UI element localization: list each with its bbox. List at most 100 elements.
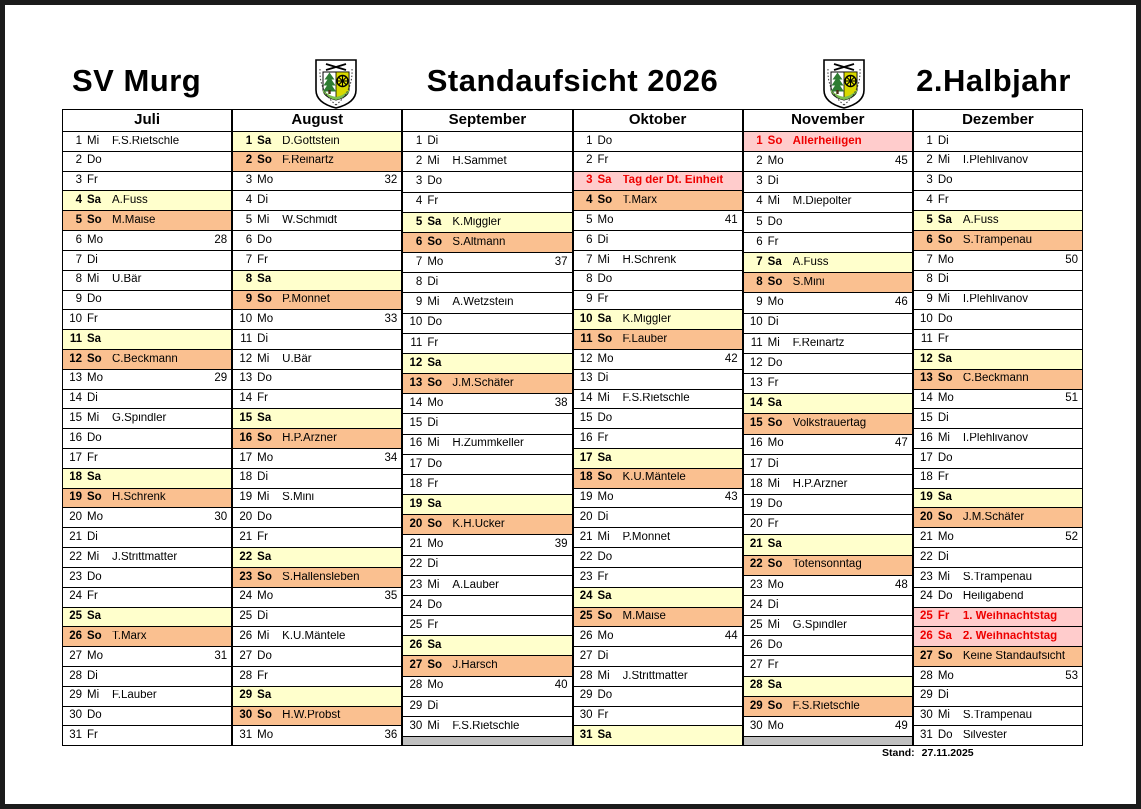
weekday-label: Fr bbox=[87, 174, 98, 187]
week-number: 43 bbox=[724, 491, 738, 504]
day-row: 13 Do bbox=[232, 369, 403, 390]
weekday-label: Mi bbox=[87, 273, 100, 286]
day-row: 16 Do bbox=[62, 429, 233, 449]
month-header: August bbox=[232, 109, 403, 132]
duty-name: Tag der Dt. Einheit bbox=[622, 175, 724, 187]
month-column-august: August 1 Sa D.Gottstein 2 So F.Reinartz 3 Mo 32 4 D… bbox=[232, 109, 403, 747]
day-row: 3 Sa Tag der Dt. Einheit bbox=[572, 171, 743, 192]
day-number: 3 bbox=[926, 174, 933, 187]
day-row: 22 Mi J.Strittmatter bbox=[62, 548, 233, 568]
day-number: 17 bbox=[239, 451, 253, 464]
day-row: 19 Do bbox=[742, 495, 913, 516]
day-number: 4 bbox=[245, 194, 253, 207]
weekday-label: Sa bbox=[597, 729, 612, 742]
duty-name: K.H.Ücker bbox=[452, 519, 505, 531]
weekday-label: Mi bbox=[597, 253, 610, 266]
duty-name: C.Beckmann bbox=[962, 373, 1029, 385]
day-row: 12 Mo 42 bbox=[572, 349, 743, 370]
day-row: 16 Fr bbox=[572, 429, 743, 449]
day-row: 3 Do bbox=[402, 172, 573, 193]
weekday-label: So bbox=[257, 293, 272, 306]
day-number: 28 bbox=[239, 669, 253, 682]
weekday-label: Mo bbox=[257, 729, 274, 742]
weekday-label: Sa bbox=[257, 550, 272, 563]
weekday-label: Sa bbox=[427, 639, 442, 652]
day-number: 27 bbox=[239, 649, 253, 662]
day-row: 28 Di bbox=[62, 666, 233, 687]
day-number: 8 bbox=[75, 273, 82, 286]
weekday-label: Sa bbox=[257, 412, 272, 425]
day-number: 9 bbox=[756, 296, 763, 309]
day-row: 17 Sa bbox=[572, 449, 743, 469]
month-column-juli: Juli 1 Mi F.S.Rietschle 2 Do 3 Fr 4 Sa A.Fuss 5 So M.… bbox=[62, 109, 233, 747]
week-number: 49 bbox=[895, 719, 908, 732]
weekday-label: Mi bbox=[937, 570, 950, 583]
day-number: 29 bbox=[579, 689, 593, 702]
weekday-label: Mo bbox=[427, 679, 444, 692]
day-number: 11 bbox=[410, 336, 423, 349]
day-row: 1 So Allerheiligen bbox=[742, 132, 913, 153]
day-row: 20 Do bbox=[232, 508, 403, 529]
weekday-label: Do bbox=[257, 372, 272, 385]
day-number: 5 bbox=[75, 213, 82, 226]
day-number: 6 bbox=[756, 235, 763, 248]
day-number: 31 bbox=[579, 729, 593, 742]
weekday-label: So bbox=[767, 417, 783, 430]
weekday-label: Fr bbox=[937, 194, 949, 207]
day-number: 4 bbox=[926, 194, 933, 207]
weekday-label: So bbox=[937, 511, 953, 524]
week-number: 46 bbox=[895, 296, 908, 309]
day-number: 24 bbox=[749, 598, 763, 611]
day-row: 11 Sa bbox=[62, 330, 233, 350]
weekday-label: Di bbox=[257, 194, 269, 207]
day-row: 25 Fr bbox=[402, 616, 573, 637]
day-number: 18 bbox=[239, 471, 253, 484]
weekday-label: Mi bbox=[427, 296, 440, 309]
duty-name: Totensonntag bbox=[792, 559, 862, 571]
day-number: 9 bbox=[245, 293, 253, 306]
weekday-label: Fr bbox=[427, 477, 439, 490]
weekday-label: So bbox=[597, 471, 613, 484]
day-number: 20 bbox=[69, 511, 82, 524]
day-row: 21 Mi P.Monnet bbox=[572, 528, 743, 549]
weekday-label: Do bbox=[87, 570, 102, 583]
day-row: 24 Do Heiligabend bbox=[912, 587, 1083, 608]
day-row: 23 Do bbox=[62, 567, 233, 588]
day-row: 9 Do bbox=[62, 290, 233, 311]
week-number: 44 bbox=[724, 629, 738, 642]
duty-name: G.Spindler bbox=[112, 413, 167, 425]
day-number: 22 bbox=[239, 550, 253, 563]
weekday-label: Di bbox=[427, 276, 439, 289]
weekday-label: Mo bbox=[427, 397, 444, 410]
day-number: 26 bbox=[749, 639, 763, 652]
day-number: 10 bbox=[239, 312, 253, 325]
weekday-label: Mi bbox=[427, 155, 440, 167]
day-number: 10 bbox=[69, 312, 82, 325]
day-row: 8 Do bbox=[572, 270, 743, 291]
weekday-label: So bbox=[257, 570, 272, 583]
day-row: 14 Mo 51 bbox=[912, 389, 1083, 410]
weekday-label: Do bbox=[87, 709, 102, 722]
day-row: 13 Di bbox=[572, 369, 743, 390]
weekday-label: Do bbox=[937, 729, 953, 742]
day-number: 2 bbox=[586, 154, 593, 167]
duty-name: K.U.Mäntele bbox=[282, 630, 346, 642]
weekday-label: Do bbox=[597, 550, 613, 563]
weekday-label: Sa bbox=[87, 610, 102, 623]
weekday-label: Mo bbox=[597, 213, 614, 226]
day-row: 21 Sa bbox=[742, 535, 913, 556]
day-number: 15 bbox=[409, 417, 423, 430]
day-number: 27 bbox=[69, 649, 82, 662]
duty-name: D.Gottstein bbox=[282, 135, 340, 147]
day-row: 1 Sa D.Gottstein bbox=[232, 132, 403, 152]
half-year-label: 2.Halbjahr bbox=[916, 63, 1071, 98]
weekday-label: Mi bbox=[767, 477, 780, 490]
day-row: 14 Sa bbox=[742, 394, 913, 415]
weekday-label: Do bbox=[937, 312, 953, 325]
month-column-oktober: Oktober 1 Do 2 Fr 3 Sa Tag der Dt. Einheit 4 So T.… bbox=[572, 109, 743, 747]
day-number: 8 bbox=[926, 273, 933, 286]
day-row: 14 Mo 38 bbox=[402, 394, 573, 415]
duty-name: F.S.Rietschle bbox=[452, 720, 520, 732]
weekday-label: So bbox=[767, 276, 783, 289]
